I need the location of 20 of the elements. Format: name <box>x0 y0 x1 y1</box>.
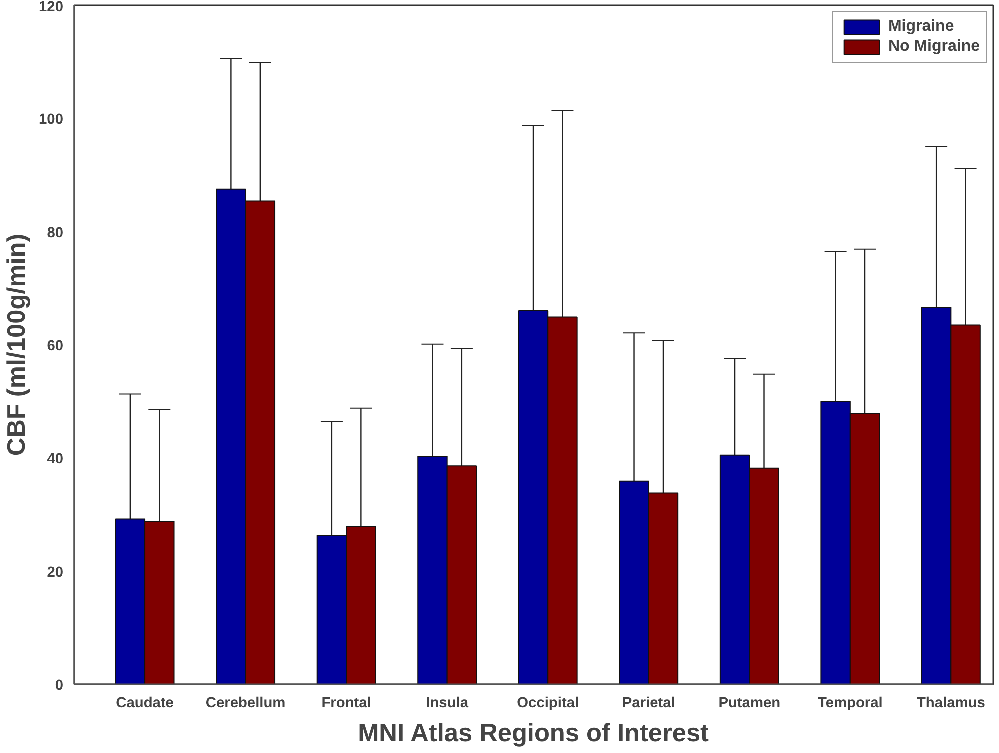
y-tick-label: 80 <box>47 225 64 242</box>
x-tick-label: Temporal <box>818 696 883 712</box>
y-tick-label: 120 <box>39 0 64 16</box>
x-tick-label: Caudate <box>116 696 174 712</box>
y-tick-label: 20 <box>47 564 64 581</box>
y-axis-title: CBF (ml/100g/min) <box>3 234 32 456</box>
x-tick-label: Cerebellum <box>206 696 286 712</box>
x-tick-label: Thalamus <box>916 696 986 712</box>
x-tick-label: Frontal <box>322 696 372 712</box>
y-tick-label: 40 <box>47 452 64 468</box>
legend-label: No Migraine <box>888 38 980 56</box>
x-axis-title: MNI Atlas Regions of Interest <box>358 720 710 748</box>
legend-label: Migraine <box>888 18 954 36</box>
y-tick-label: 100 <box>39 112 64 128</box>
x-tick-label: Insula <box>426 696 470 712</box>
y-tick-label: 0 <box>55 678 64 694</box>
x-tick-label: Parietal <box>622 696 676 712</box>
y-tick-label: 60 <box>47 338 64 354</box>
x-tick-label: Putamen <box>718 696 781 712</box>
x-tick-label: Occipital <box>517 696 580 712</box>
